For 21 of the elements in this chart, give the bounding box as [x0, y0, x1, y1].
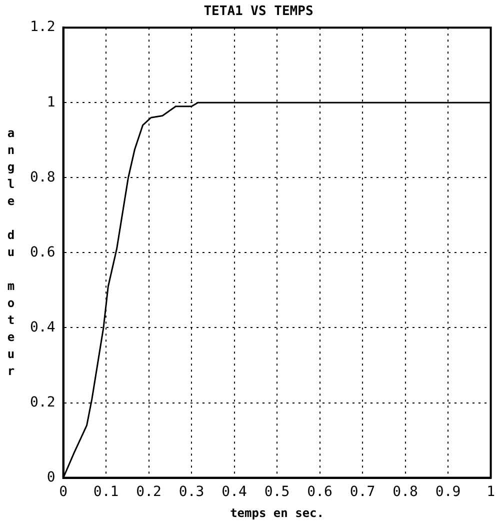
y-tick-label: 0.8	[30, 169, 56, 186]
y-tick-label: 0.2	[30, 394, 56, 410]
x-tick-label: 0.1	[93, 484, 119, 500]
text: angle du moteur	[7, 126, 15, 378]
y-tick-label: 0.6	[30, 244, 56, 260]
x-tick-label: 0.9	[435, 484, 461, 500]
x-tick-label: 0.7	[350, 484, 376, 500]
x-tick-label: 0.2	[136, 484, 162, 500]
y-tick-label: 1	[46, 94, 56, 110]
x-tick-label: 0.6	[307, 484, 332, 500]
x-tick-label: 0	[59, 484, 68, 500]
x-tick-label: 0.8	[392, 484, 418, 500]
x-tick-label: 0.4	[222, 484, 247, 500]
chart-title: TETA1 VS TEMPS	[204, 4, 314, 20]
y-tick-label: 1.2	[30, 19, 56, 36]
x-tick-label: 0.3	[178, 484, 204, 500]
x-axis-title: temps en sec.	[230, 506, 324, 520]
x-tick-label: 0.5	[264, 484, 290, 500]
x-tick-label: 1	[486, 484, 496, 500]
y-tick-label: 0.4	[30, 319, 56, 336]
y-tick-label: 0	[46, 469, 56, 486]
